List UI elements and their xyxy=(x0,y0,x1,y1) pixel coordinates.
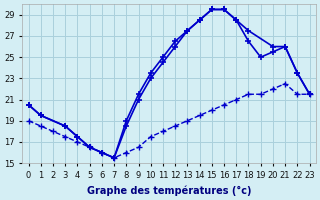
X-axis label: Graphe des températures (°c): Graphe des températures (°c) xyxy=(87,185,251,196)
